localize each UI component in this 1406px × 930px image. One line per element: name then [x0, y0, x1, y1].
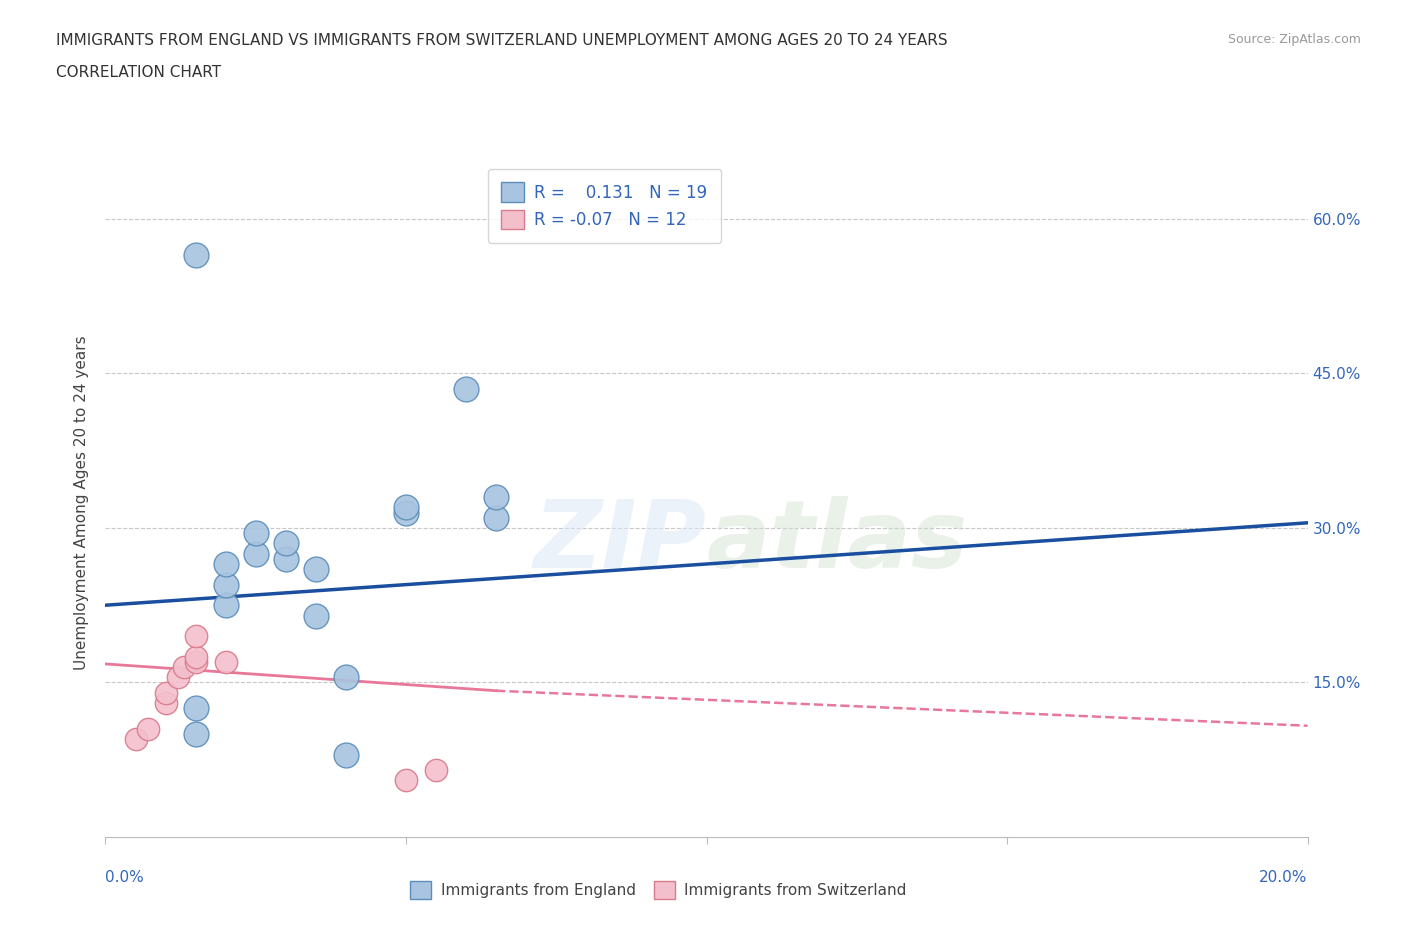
- Point: [184, 649, 207, 664]
- Point: [335, 670, 357, 684]
- Point: [245, 525, 267, 540]
- Text: 0.0%: 0.0%: [105, 870, 145, 884]
- Point: [166, 670, 188, 684]
- Point: [184, 726, 207, 741]
- Point: [214, 598, 236, 613]
- Point: [155, 685, 177, 700]
- Point: [395, 500, 418, 515]
- Point: [395, 505, 418, 520]
- Text: CORRELATION CHART: CORRELATION CHART: [56, 65, 221, 80]
- Text: atlas: atlas: [707, 497, 967, 589]
- Point: [425, 763, 447, 777]
- Y-axis label: Unemployment Among Ages 20 to 24 years: Unemployment Among Ages 20 to 24 years: [75, 335, 90, 670]
- Point: [245, 546, 267, 561]
- Point: [184, 701, 207, 716]
- Point: [454, 381, 477, 396]
- Point: [274, 536, 297, 551]
- Point: [485, 489, 508, 504]
- Point: [184, 247, 207, 262]
- Point: [214, 655, 236, 670]
- Text: 20.0%: 20.0%: [1260, 870, 1308, 884]
- Point: [173, 659, 195, 674]
- Point: [184, 655, 207, 670]
- Point: [214, 556, 236, 571]
- Point: [214, 578, 236, 592]
- Point: [136, 722, 159, 737]
- Text: Source: ZipAtlas.com: Source: ZipAtlas.com: [1227, 33, 1361, 46]
- Point: [485, 511, 508, 525]
- Point: [335, 747, 357, 762]
- Point: [184, 629, 207, 644]
- Legend: Immigrants from England, Immigrants from Switzerland: Immigrants from England, Immigrants from…: [402, 873, 914, 907]
- Point: [395, 773, 418, 788]
- Point: [305, 608, 328, 623]
- Point: [305, 562, 328, 577]
- Point: [274, 551, 297, 566]
- Text: ZIP: ZIP: [534, 497, 707, 589]
- Point: [124, 732, 146, 747]
- Text: IMMIGRANTS FROM ENGLAND VS IMMIGRANTS FROM SWITZERLAND UNEMPLOYMENT AMONG AGES 2: IMMIGRANTS FROM ENGLAND VS IMMIGRANTS FR…: [56, 33, 948, 47]
- Point: [155, 696, 177, 711]
